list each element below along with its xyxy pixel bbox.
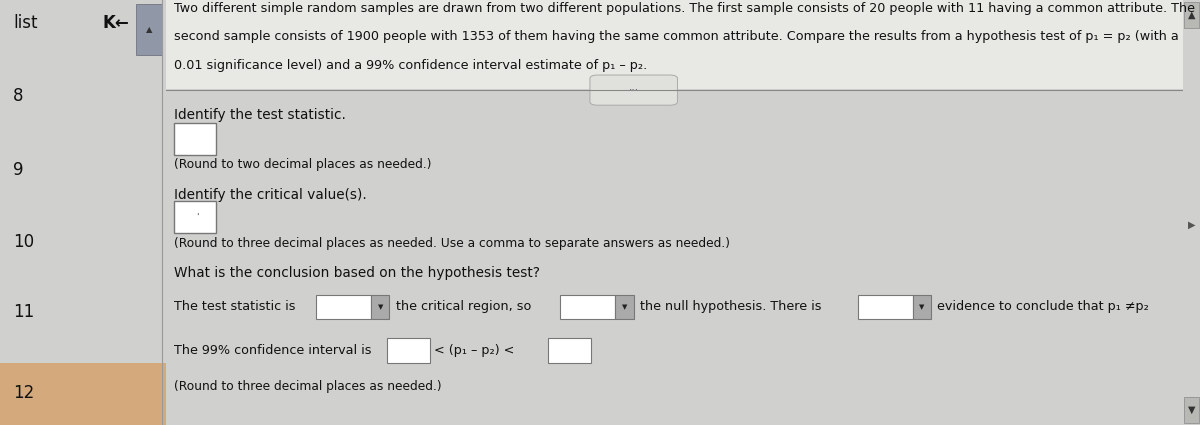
Text: 12: 12 xyxy=(13,384,35,402)
Bar xyxy=(174,201,216,233)
Text: 10: 10 xyxy=(13,233,35,251)
Text: ▲: ▲ xyxy=(1188,10,1195,20)
Bar xyxy=(1184,2,1199,28)
Text: evidence to conclude that p₁ ≠p₂: evidence to conclude that p₁ ≠p₂ xyxy=(937,300,1148,313)
Text: The test statistic is: The test statistic is xyxy=(174,300,295,313)
Text: What is the conclusion based on the hypothesis test?: What is the conclusion based on the hypo… xyxy=(174,266,540,281)
Bar xyxy=(858,295,912,319)
Text: 9: 9 xyxy=(13,161,24,179)
Text: (Round to three decimal places as needed.): (Round to three decimal places as needed… xyxy=(174,380,442,393)
Text: ···: ··· xyxy=(629,85,638,95)
Bar xyxy=(166,0,1183,89)
Text: Identify the critical value(s).: Identify the critical value(s). xyxy=(174,188,366,202)
Text: ▼: ▼ xyxy=(1188,405,1195,415)
Text: < (p₁ – p₂) <: < (p₁ – p₂) < xyxy=(434,344,515,357)
Text: ▶: ▶ xyxy=(1188,220,1195,230)
Text: 11: 11 xyxy=(13,303,35,321)
Text: ▼: ▼ xyxy=(919,304,924,310)
Bar xyxy=(548,338,590,363)
Text: (Round to two decimal places as needed.): (Round to two decimal places as needed.) xyxy=(174,158,431,171)
Text: ▼: ▼ xyxy=(378,304,383,310)
Text: list: list xyxy=(13,14,37,32)
FancyBboxPatch shape xyxy=(590,75,678,105)
Bar xyxy=(317,295,371,319)
Text: the critical region, so: the critical region, so xyxy=(396,300,530,313)
Bar xyxy=(1184,397,1199,423)
Text: ▼: ▼ xyxy=(622,304,628,310)
Text: The 99% confidence interval is: The 99% confidence interval is xyxy=(174,344,371,357)
Text: (Round to three decimal places as needed. Use a comma to separate answers as nee: (Round to three decimal places as needed… xyxy=(174,237,730,250)
Text: Two different simple random samples are drawn from two different populations. Th: Two different simple random samples are … xyxy=(174,2,1195,15)
Text: second sample consists of 1900 people with 1353 of them having the same common a: second sample consists of 1900 people wi… xyxy=(174,30,1178,43)
Text: Identify the test statistic.: Identify the test statistic. xyxy=(174,108,346,122)
Bar xyxy=(388,338,430,363)
Bar xyxy=(371,295,390,319)
Text: ▲: ▲ xyxy=(145,25,152,34)
Bar xyxy=(560,295,616,319)
Bar xyxy=(0,363,166,425)
Bar xyxy=(912,295,931,319)
Text: 8: 8 xyxy=(13,87,24,105)
Text: ': ' xyxy=(196,212,198,221)
Bar xyxy=(174,123,216,155)
Bar xyxy=(136,4,162,55)
Text: the null hypothesis. There is: the null hypothesis. There is xyxy=(640,300,821,313)
Bar xyxy=(616,295,634,319)
Text: 0.01 significance level) and a 99% confidence interval estimate of p₁ – p₂.: 0.01 significance level) and a 99% confi… xyxy=(174,59,647,72)
Text: K←: K← xyxy=(103,14,130,32)
